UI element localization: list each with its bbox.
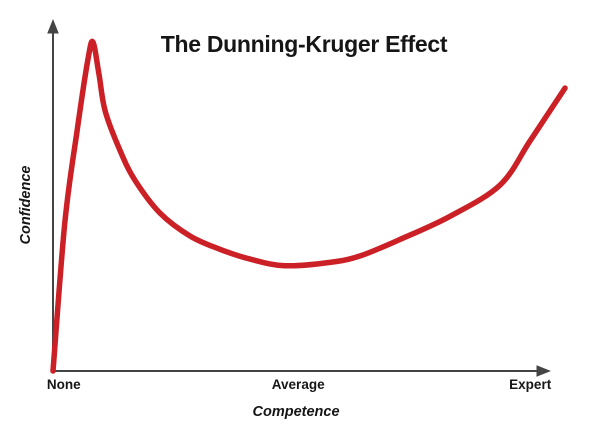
x-tick-label-none: None [46, 377, 81, 392]
x-tick-label-average: Average [271, 377, 325, 392]
x-axis-arrowhead-icon [536, 365, 551, 377]
y-axis-label: Confidence [18, 165, 34, 245]
y-axis-arrowhead-icon [47, 19, 59, 34]
x-axis-label: Competence [252, 404, 340, 420]
chart-title: The Dunning-Kruger Effect [160, 31, 448, 57]
x-tick-label-expert: Expert [509, 377, 552, 392]
confidence-curve [50, 38, 568, 374]
